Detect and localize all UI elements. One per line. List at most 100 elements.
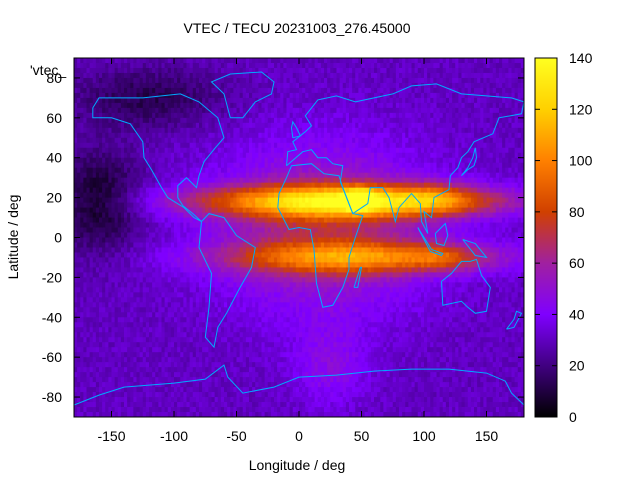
- heatmap-cell: [199, 62, 203, 69]
- heatmap-cell: [277, 287, 281, 293]
- heatmap-cell: [277, 347, 281, 353]
- heatmap-cell: [164, 252, 169, 258]
- heatmap-cell: [258, 182, 262, 189]
- heatmap-cell: [211, 132, 216, 139]
- heatmap-cell: [152, 122, 156, 129]
- heatmap-cell: [111, 302, 116, 308]
- heatmap-cell: [114, 167, 119, 174]
- heatmap-cell: [274, 267, 278, 273]
- heatmap-cell: [186, 112, 191, 119]
- heatmap-cell: [170, 82, 175, 89]
- heatmap-cell: [164, 122, 169, 129]
- heatmap-cell: [205, 202, 209, 208]
- heatmap-cell: [164, 337, 169, 343]
- heatmap-cell: [230, 317, 234, 323]
- heatmap-cell: [102, 92, 106, 99]
- heatmap-cell: [139, 352, 144, 358]
- heatmap-cell: [149, 127, 153, 134]
- heatmap-cell: [274, 362, 278, 368]
- heatmap-cell: [158, 402, 162, 408]
- heatmap-cell: [283, 267, 287, 273]
- heatmap-cell: [249, 92, 253, 99]
- heatmap-cell: [217, 297, 222, 303]
- heatmap-cell: [289, 82, 294, 89]
- heatmap-cell: [255, 62, 259, 69]
- heatmap-cell: [214, 352, 219, 358]
- heatmap-cell: [155, 402, 159, 408]
- heatmap-cell: [255, 82, 259, 89]
- heatmap-cell: [145, 217, 150, 223]
- heatmap-cell: [202, 157, 206, 164]
- heatmap-cell: [145, 177, 150, 184]
- heatmap-cell: [174, 112, 178, 119]
- heatmap-cell: [180, 237, 184, 243]
- heatmap-cell: [217, 392, 222, 398]
- heatmap-cell: [195, 187, 200, 194]
- heatmap-cell: [236, 212, 241, 218]
- heatmap-cell: [227, 97, 231, 104]
- heatmap-cell: [249, 252, 253, 258]
- heatmap-cell: [80, 82, 84, 89]
- heatmap-cell: [177, 252, 181, 258]
- heatmap-cell: [239, 82, 244, 89]
- heatmap-cell: [177, 117, 181, 124]
- heatmap-cell: [117, 72, 122, 79]
- heatmap-cell: [199, 127, 203, 134]
- heatmap-cell: [99, 112, 103, 119]
- heatmap-cell: [258, 222, 262, 228]
- heatmap-cell: [230, 307, 234, 313]
- heatmap-cell: [139, 207, 144, 213]
- heatmap-cell: [149, 287, 153, 293]
- heatmap-cell: [258, 92, 262, 99]
- heatmap-cell: [258, 392, 262, 398]
- heatmap-cell: [183, 58, 187, 64]
- heatmap-cell: [114, 282, 119, 288]
- heatmap-cell: [255, 227, 259, 233]
- heatmap-cell: [89, 212, 94, 218]
- heatmap-cell: [189, 62, 194, 69]
- heatmap-cell: [111, 392, 116, 398]
- heatmap-cell: [249, 167, 253, 174]
- heatmap-cell: [80, 72, 84, 79]
- heatmap-cell: [114, 402, 119, 408]
- heatmap-cell: [174, 157, 178, 164]
- heatmap-cell: [108, 307, 112, 313]
- heatmap-cell: [142, 202, 147, 208]
- heatmap-cell: [283, 202, 287, 208]
- heatmap-cell: [145, 327, 150, 333]
- heatmap-cell: [95, 382, 100, 388]
- heatmap-cell: [105, 332, 109, 338]
- heatmap-cell: [164, 202, 169, 208]
- heatmap-cell: [83, 377, 87, 383]
- heatmap-cell: [174, 312, 178, 318]
- heatmap-cell: [205, 237, 209, 243]
- heatmap-cell: [124, 97, 128, 104]
- heatmap-cell: [170, 152, 175, 159]
- heatmap-cell: [136, 327, 141, 333]
- heatmap-cell: [136, 232, 141, 238]
- heatmap-cell: [208, 62, 212, 69]
- heatmap-cell: [120, 207, 125, 213]
- heatmap-cell: [183, 217, 187, 223]
- heatmap-cell: [274, 317, 278, 323]
- heatmap-cell: [189, 207, 194, 213]
- heatmap-cell: [233, 412, 237, 418]
- heatmap-cell: [242, 392, 247, 398]
- heatmap-cell: [164, 267, 169, 273]
- heatmap-cell: [158, 207, 162, 213]
- heatmap-cell: [233, 392, 237, 398]
- heatmap-cell: [211, 332, 216, 338]
- heatmap-cell: [233, 67, 237, 74]
- heatmap-cell: [133, 402, 137, 408]
- heatmap-cell: [267, 197, 272, 203]
- heatmap-cell: [127, 337, 131, 343]
- heatmap-cell: [95, 187, 100, 194]
- heatmap-cell: [261, 172, 266, 179]
- heatmap-cell: [164, 227, 169, 233]
- heatmap-cell: [205, 272, 209, 278]
- heatmap-cell: [133, 112, 137, 119]
- heatmap-cell: [264, 282, 269, 288]
- heatmap-cell: [249, 172, 253, 179]
- heatmap-cell: [245, 177, 250, 184]
- heatmap-cell: [136, 77, 141, 84]
